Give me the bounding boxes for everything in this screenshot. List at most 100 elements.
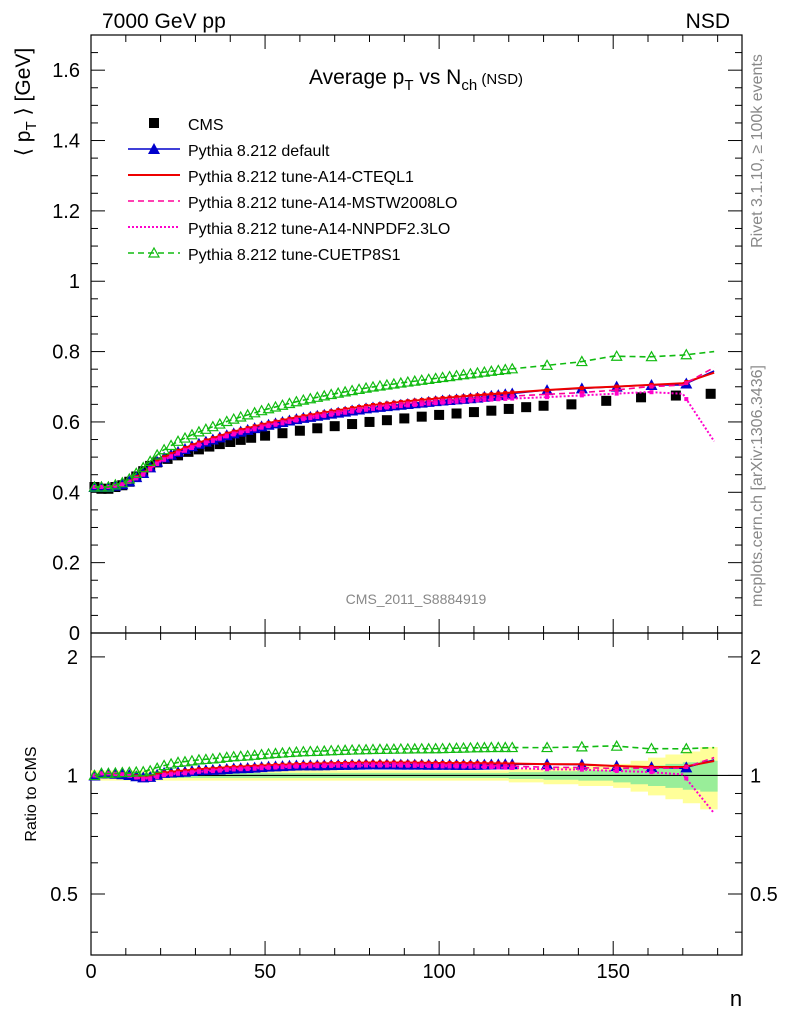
series-2-point — [384, 401, 389, 406]
series-5-point — [443, 370, 456, 382]
series-4-point — [113, 483, 118, 488]
series-3-point — [426, 399, 431, 404]
cms-point — [705, 388, 716, 399]
main-series — [88, 348, 716, 494]
series-4-ratio-point — [482, 764, 487, 769]
series-4-ratio-point — [510, 766, 515, 771]
series-5-ratio-point — [172, 756, 185, 768]
legend-item: Pythia 8.212 tune-CUETP8S1 — [128, 246, 401, 264]
series-5-point — [373, 379, 386, 391]
series-3-point — [440, 398, 445, 403]
legend-label: CMS — [188, 117, 224, 134]
series-4-point — [308, 416, 313, 421]
cms-point — [601, 395, 612, 406]
series-4-ratio-point — [259, 766, 264, 771]
series-5-point — [109, 478, 122, 490]
series-3-point — [489, 395, 494, 400]
series-4-ratio-point — [468, 764, 473, 769]
series-5-ratio-point — [137, 765, 150, 777]
series-5-point — [102, 480, 115, 492]
y-axis-label: ⟨ pT ⟩ [GeV] — [12, 48, 40, 156]
series-4-point — [315, 415, 320, 420]
cms-point — [468, 407, 479, 418]
legend-marker — [147, 246, 161, 258]
series-5-point — [436, 371, 449, 383]
series-2-point — [503, 391, 508, 396]
ratio-y-axis-label: Ratio to CMS — [23, 746, 40, 841]
series-4-point — [503, 396, 508, 401]
series-4-point — [419, 402, 424, 407]
ratio-tick-label-right: 1 — [750, 765, 761, 787]
series-5-ratio-point — [318, 744, 331, 756]
legend-label: Pythia 8.212 tune-CUETP8S1 — [188, 247, 401, 264]
series-5-ratio-point — [492, 741, 505, 753]
series-3-ratio-line — [94, 756, 715, 780]
series-5-point — [422, 373, 435, 384]
series-4-point — [377, 406, 382, 411]
series-4-point — [391, 404, 396, 409]
series-5-ratio-point — [394, 742, 407, 754]
series-5-ratio-point — [380, 743, 393, 754]
series-4-ratio-point — [426, 764, 431, 769]
series-2-point — [579, 386, 584, 391]
legend-item: Pythia 8.212 tune-A14-CTEQL1 — [128, 169, 414, 186]
series-4-point — [259, 425, 264, 430]
series-4-point — [182, 448, 187, 453]
series-4-point — [684, 397, 689, 402]
series-5-ratio-point — [387, 742, 400, 754]
series-5-point — [346, 384, 359, 396]
series-4-point — [461, 399, 466, 404]
series-4-ratio-point — [148, 777, 153, 782]
series-5-point — [130, 467, 143, 478]
cms-point — [670, 390, 681, 401]
series-4-ratio-point — [391, 763, 396, 768]
series-4-ratio-point — [398, 763, 403, 768]
series-4-point — [510, 396, 515, 401]
series-5-ratio-point — [471, 741, 484, 753]
series-2-point — [489, 392, 494, 397]
series-4-ratio-point — [273, 765, 278, 770]
series-4-ratio-point — [545, 767, 550, 772]
series-2-ratio-point — [468, 761, 473, 766]
series-4-point — [447, 400, 452, 405]
series-5-point — [450, 369, 463, 381]
series-4-point — [364, 407, 369, 412]
series-5-point — [95, 480, 108, 492]
series-4-ratio-point — [231, 767, 236, 772]
series-2-ratio-point — [510, 761, 515, 766]
series-3-point — [461, 397, 466, 402]
y-tick-label: 1 — [69, 271, 80, 293]
series-5-ratio-point — [464, 741, 477, 753]
series-4-point — [141, 472, 146, 477]
series-3-point — [398, 402, 403, 407]
series-2-point — [614, 384, 619, 389]
series-4-ratio-point — [364, 763, 369, 768]
series-5-ratio-point — [206, 752, 219, 764]
series-3-point — [579, 390, 584, 395]
series-5-point — [478, 365, 491, 377]
series-4-ratio-point — [245, 767, 250, 772]
series-3-point — [496, 394, 501, 399]
y-tick-label: 1.6 — [52, 60, 80, 82]
series-5-point — [415, 374, 428, 385]
series-4-ratio-point — [280, 765, 285, 770]
cms-point — [214, 439, 225, 450]
series-5-ratio-point — [346, 743, 359, 755]
series-5-ratio-point — [213, 751, 226, 763]
ratio-panel-frame — [90, 632, 743, 956]
series-4-ratio-point — [224, 767, 229, 772]
series-2-point — [454, 394, 459, 399]
series-5-ratio-point — [165, 757, 178, 769]
x-tick-label: 100 — [422, 961, 455, 983]
series-2-point — [398, 399, 403, 404]
series-4-ratio-point — [182, 771, 187, 776]
series-2-ratio-point — [482, 761, 487, 766]
series-4-ratio-point — [336, 763, 341, 768]
series-5-point — [471, 366, 484, 378]
series-2-point — [433, 396, 438, 401]
series-5-ratio-point — [88, 769, 101, 781]
series-5-point — [269, 400, 282, 412]
series-5-ratio-point — [478, 741, 491, 753]
series-4-ratio-point — [614, 768, 619, 773]
series-4-ratio-point — [489, 765, 494, 770]
